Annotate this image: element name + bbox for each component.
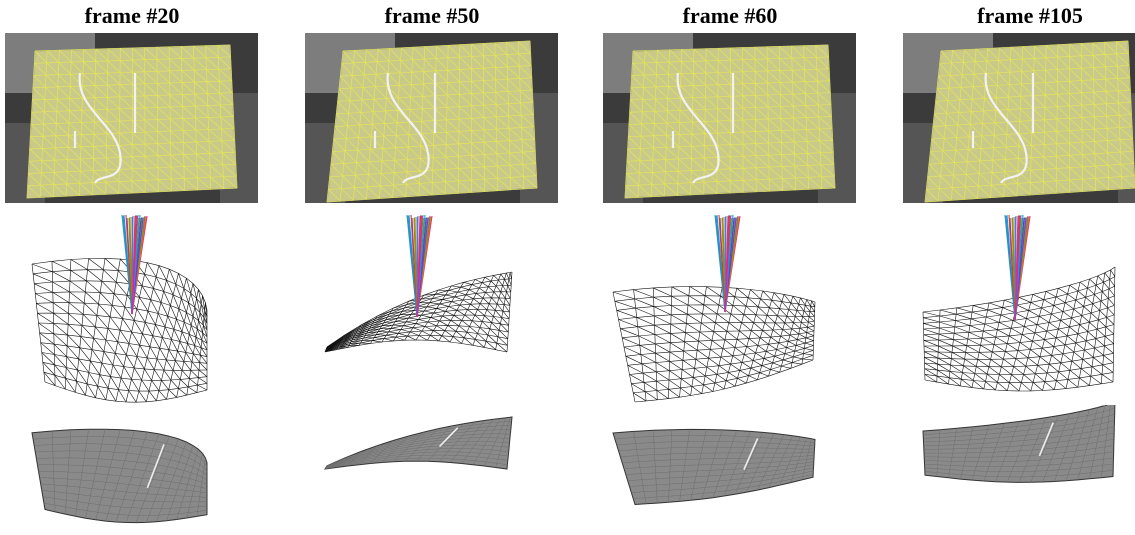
tracked-image <box>603 33 856 203</box>
reconstructed-mesh <box>922 214 1116 392</box>
reconstructed-mesh <box>612 214 816 403</box>
textured-surface <box>31 428 208 524</box>
reconstructed-mesh <box>324 214 513 353</box>
frame-column: frame #105 <box>895 0 1135 535</box>
frame-column: frame #50 <box>297 0 567 535</box>
frame-column: frame #20 <box>0 0 267 535</box>
frame-title: frame #105 <box>977 3 1083 28</box>
frame-column: frame #60 <box>595 0 865 535</box>
frame-title: frame #20 <box>84 3 180 28</box>
frame-title: frame #50 <box>384 3 480 28</box>
textured-surface <box>324 416 513 470</box>
tracked-image <box>903 33 1135 203</box>
textured-surface <box>922 405 1116 483</box>
reconstructed-mesh <box>31 214 208 403</box>
textured-surface <box>612 428 816 506</box>
tracked-image <box>305 33 558 203</box>
tracked-image <box>5 33 258 203</box>
frame-title: frame #60 <box>682 3 778 28</box>
